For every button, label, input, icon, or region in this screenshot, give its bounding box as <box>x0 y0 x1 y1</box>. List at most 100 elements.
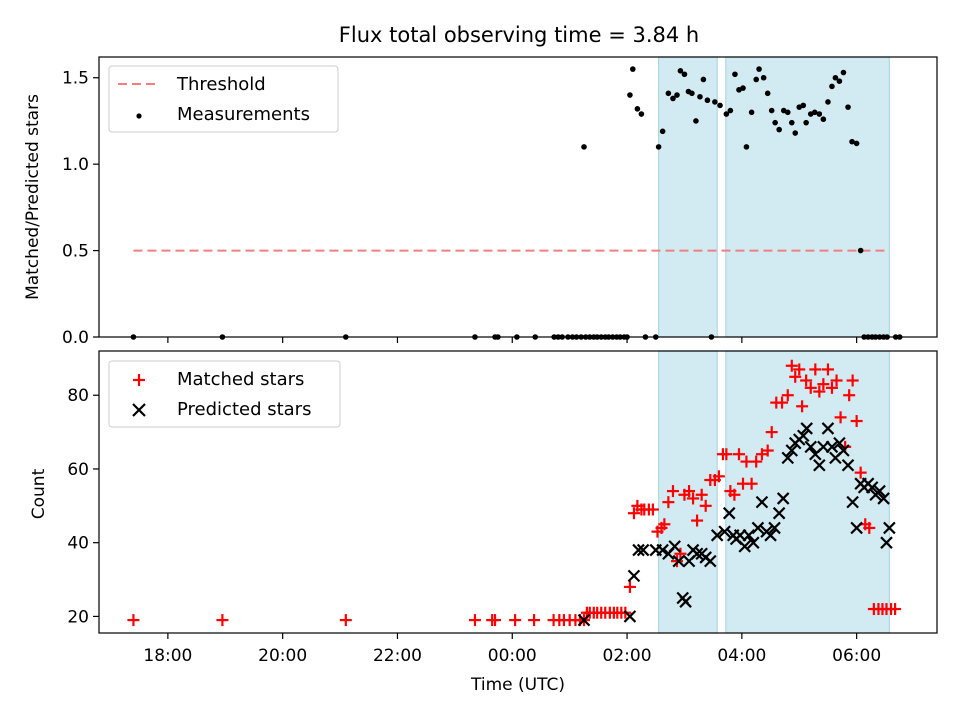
predicted-star-point <box>738 540 751 553</box>
predicted-star-point <box>636 543 650 557</box>
measurement-point <box>655 144 662 150</box>
measurement-point <box>825 99 831 105</box>
matched-star-point <box>889 603 902 616</box>
measurement-point <box>829 83 835 90</box>
x-tick-label: 02:00 <box>603 646 652 666</box>
matched-star-point <box>785 359 798 372</box>
measurement-point <box>792 130 799 136</box>
bottom-axis-ticks: 20 40 60 80 18:00 20:00 22:00 00:00 02:00 04:00 06… <box>67 386 881 666</box>
predicted-star-point <box>722 506 736 520</box>
predicted-star-point <box>772 506 786 520</box>
measurement-point <box>803 119 809 126</box>
shaded-interval <box>658 56 718 338</box>
predicted-star-point <box>877 492 890 505</box>
measurement-point <box>723 111 730 117</box>
matched-star-point <box>776 396 789 409</box>
measurement-point <box>753 76 759 83</box>
measurement-point <box>697 93 703 100</box>
predicted-star-point <box>821 422 835 435</box>
matched-star-point <box>509 614 522 627</box>
matched-star-point <box>745 477 758 490</box>
matched-star-point <box>662 496 675 509</box>
measurement-point <box>674 92 680 98</box>
predicted-star-point <box>850 521 863 535</box>
matched-star-point <box>646 503 659 516</box>
matched-star-point <box>809 363 822 376</box>
legend-predicted-swatch <box>132 403 146 417</box>
predicted-star-point <box>837 444 850 457</box>
matched-star-point <box>127 614 140 627</box>
bottom-panel: 20 40 60 80 18:00 20:00 22:00 00:00 02:00 04:00 06… <box>29 350 938 695</box>
measurement-point <box>659 128 666 135</box>
top-y-axis-label: Matched/Predicted stars <box>23 94 43 300</box>
predicted-star-point <box>672 554 685 568</box>
x-tick-label: 20:00 <box>258 646 307 666</box>
x-tick-label: 00:00 <box>488 646 537 666</box>
matched-star-point <box>528 614 541 627</box>
predicted-star-point <box>785 444 799 457</box>
legend-threshold-label: Threshold <box>176 74 266 95</box>
matched-star-point <box>674 547 687 560</box>
measurement-point <box>756 66 762 72</box>
matched-star-point <box>683 485 696 498</box>
measurement-point <box>764 90 771 97</box>
predicted-star-point <box>873 484 886 498</box>
predicted-star-point <box>627 569 641 583</box>
matched-star-point <box>712 470 725 483</box>
bottom-legend: Matched stars Predicted stars <box>108 360 341 428</box>
predicted-star-point <box>755 495 769 509</box>
predicted-star-point <box>710 529 724 542</box>
measurement-point <box>784 109 791 116</box>
measurement-point <box>732 71 738 78</box>
measurement-point <box>772 119 778 126</box>
matched-star-point <box>699 499 712 512</box>
matched-star-point <box>796 400 809 413</box>
predicted-star-point <box>623 610 637 623</box>
predicted-star-point <box>813 458 826 472</box>
y-tick-label: 1.5 <box>62 69 89 89</box>
matched-star-point <box>468 614 481 627</box>
measurement-point <box>857 247 864 254</box>
matched-star-point <box>854 466 867 479</box>
legend-measurements-label: Measurements <box>177 104 310 125</box>
top-shaded-intervals <box>658 56 890 338</box>
measurement-point <box>849 138 855 145</box>
matched-star-point <box>804 381 817 394</box>
legend-matched-swatch <box>133 374 145 386</box>
measurement-point <box>689 90 695 97</box>
matched-star-point <box>687 492 700 505</box>
measurement-point <box>768 107 775 114</box>
top-panel: 0.0 0.5 1.0 1.5 Matched/Predicted stars Thr… <box>23 56 938 348</box>
top-axis-ticks: 0.0 0.5 1.0 1.5 <box>62 69 858 348</box>
shaded-interval <box>725 350 890 634</box>
matched-star-point <box>761 444 774 457</box>
y-tick-label: 0.0 <box>62 328 89 348</box>
predicted-star-point <box>804 440 818 454</box>
measurement-point <box>816 111 823 117</box>
predicted-star-point <box>865 481 879 494</box>
predicted-star-point <box>718 525 731 538</box>
measurement-point <box>788 119 795 126</box>
top-legend-box <box>108 65 339 133</box>
measurement-point <box>670 95 676 102</box>
predicted-star-point <box>679 595 692 608</box>
y-tick-label: 60 <box>67 460 89 480</box>
predicted-star-point <box>841 458 855 472</box>
matched-star-point <box>830 374 843 387</box>
predicted-star-point <box>704 554 717 568</box>
matched-star-point <box>846 374 859 387</box>
matched-star-point <box>720 448 733 461</box>
measurement-point <box>836 78 843 84</box>
matched-star-point <box>850 415 863 428</box>
bottom-legend-box <box>108 360 341 428</box>
matched-star-point <box>216 614 229 627</box>
measurement-point <box>693 118 699 124</box>
predicted-star-point <box>846 495 859 509</box>
matched-star-point <box>732 448 745 461</box>
measurement-point <box>743 144 750 150</box>
matched-star-point <box>339 614 352 627</box>
predicted-star-point <box>742 529 756 542</box>
matched-star-point <box>765 426 778 439</box>
shaded-interval <box>725 56 890 338</box>
